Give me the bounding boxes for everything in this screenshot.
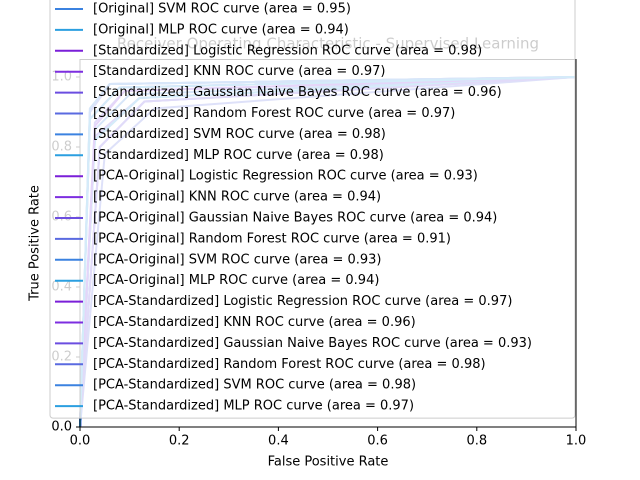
x-tick-label: 0.8 [466,434,487,449]
legend-label: [Original] MLP ROC curve (area = 0.94) [93,22,349,37]
legend-label: [PCA-Original] SVM ROC curve (area = 0.9… [93,252,381,267]
legend-label: [PCA-Standardized] Gaussian Naive Bayes … [93,336,532,351]
legend-label: [PCA-Original] Logistic Regression ROC c… [93,169,478,184]
legend-label: [Standardized] MLP ROC curve (area = 0.9… [93,148,384,163]
legend-label: [PCA-Standardized] MLP ROC curve (area =… [93,399,414,414]
x-tick-label: 0.2 [169,434,190,449]
legend-label: [PCA-Standardized] Logistic Regression R… [93,294,512,309]
x-axis-label: False Positive Rate [268,455,389,470]
legend-label: [Standardized] Random Forest ROC curve (… [93,106,455,121]
legend-label: [Original] SVM ROC curve (area = 0.95) [93,2,351,17]
legend-label: [PCA-Standardized] SVM ROC curve (area =… [93,378,416,393]
legend-label: [PCA-Original] Gaussian Naive Bayes ROC … [93,211,497,226]
legend-label: [Standardized] KNN ROC curve (area = 0.9… [93,64,385,79]
legend-label: [PCA-Standardized] KNN ROC curve (area =… [93,315,416,330]
legend-label: [Standardized] SVM ROC curve (area = 0.9… [93,127,386,142]
legend-box [49,0,576,419]
legend-label: [PCA-Original] Random Forest ROC curve (… [93,231,451,246]
legend-label: [PCA-Standardized] Random Forest ROC cur… [93,357,486,372]
legend-label: [Standardized] Logistic Regression ROC c… [93,43,482,58]
x-tick-label: 0.6 [367,434,388,449]
legend-label: [Standardized] Gaussian Naive Bayes ROC … [93,85,502,100]
x-tick-label: 1.0 [566,434,587,449]
x-tick-label: 0.0 [70,434,91,449]
legend-label: [PCA-Original] KNN ROC curve (area = 0.9… [93,190,381,205]
y-tick-label: 0.0 [51,420,72,435]
y-axis-label: True Positive Rate [28,185,43,302]
legend-label: [PCA-Original] MLP ROC curve (area = 0.9… [93,273,379,288]
x-tick-label: 0.4 [268,434,289,449]
